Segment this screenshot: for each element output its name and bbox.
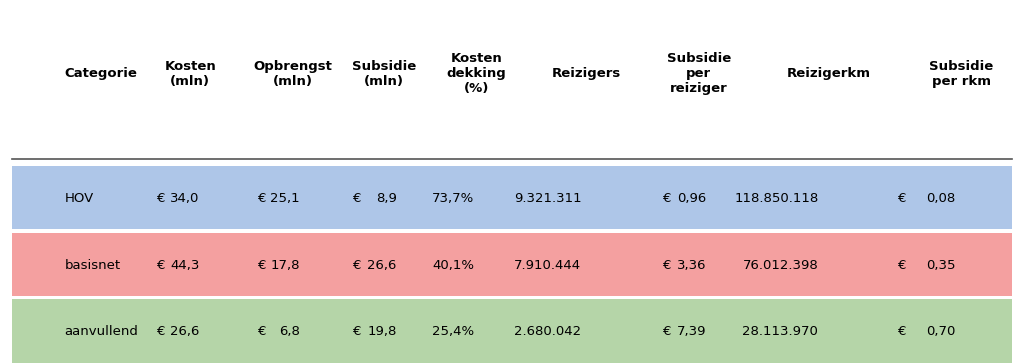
Text: €: € (258, 325, 266, 339)
Text: 8,9: 8,9 (376, 192, 396, 205)
Text: 7,39: 7,39 (677, 325, 706, 339)
Text: Kosten
dekking
(%): Kosten dekking (%) (446, 52, 506, 95)
Text: €: € (898, 325, 906, 339)
Text: 40,1%: 40,1% (432, 258, 474, 272)
Text: 28.113.970: 28.113.970 (742, 325, 818, 339)
Text: €: € (158, 192, 166, 205)
Text: €: € (258, 258, 266, 272)
Text: Categorie: Categorie (65, 67, 137, 80)
Text: 9.321.311: 9.321.311 (514, 192, 582, 205)
Text: €: € (352, 192, 361, 205)
Text: €: € (352, 325, 361, 339)
Text: €: € (352, 258, 361, 272)
Text: €: € (258, 192, 266, 205)
Text: 7.910.444: 7.910.444 (514, 258, 582, 272)
Text: 19,8: 19,8 (368, 325, 396, 339)
Text: 26,6: 26,6 (170, 325, 200, 339)
Text: €: € (663, 325, 672, 339)
Text: 2.680.042: 2.680.042 (514, 325, 582, 339)
Text: Subsidie
(mln): Subsidie (mln) (352, 60, 417, 88)
Text: 73,7%: 73,7% (432, 192, 474, 205)
Text: HOV: HOV (65, 192, 94, 205)
Text: €: € (158, 325, 166, 339)
Text: 26,6: 26,6 (368, 258, 396, 272)
Text: 0,08: 0,08 (926, 192, 955, 205)
Text: €: € (898, 192, 906, 205)
Text: 17,8: 17,8 (270, 258, 300, 272)
Text: €: € (898, 258, 906, 272)
Text: Kosten
(mln): Kosten (mln) (165, 60, 216, 88)
Text: Subsidie
per
reiziger: Subsidie per reiziger (667, 52, 731, 95)
Text: Subsidie
per rkm: Subsidie per rkm (929, 60, 993, 88)
FancyBboxPatch shape (11, 166, 1013, 229)
Text: 0,35: 0,35 (926, 258, 955, 272)
Text: €: € (663, 192, 672, 205)
Text: 118.850.118: 118.850.118 (734, 192, 818, 205)
Text: 25,4%: 25,4% (432, 325, 474, 339)
Text: basisnet: basisnet (65, 258, 121, 272)
Text: aanvullend: aanvullend (65, 325, 138, 339)
FancyBboxPatch shape (11, 300, 1013, 363)
Text: 0,70: 0,70 (926, 325, 955, 339)
Text: 0,96: 0,96 (677, 192, 706, 205)
Text: 76.012.398: 76.012.398 (742, 258, 818, 272)
Text: Reizigers: Reizigers (552, 67, 622, 80)
Text: €: € (158, 258, 166, 272)
Text: 3,36: 3,36 (677, 258, 706, 272)
Text: 6,8: 6,8 (279, 325, 300, 339)
Text: Opbrengst
(mln): Opbrengst (mln) (253, 60, 332, 88)
FancyBboxPatch shape (11, 233, 1013, 296)
Text: 25,1: 25,1 (270, 192, 300, 205)
Text: 34,0: 34,0 (170, 192, 200, 205)
Text: 44,3: 44,3 (170, 258, 200, 272)
Text: €: € (663, 258, 672, 272)
Text: Reizigerkm: Reizigerkm (786, 67, 870, 80)
